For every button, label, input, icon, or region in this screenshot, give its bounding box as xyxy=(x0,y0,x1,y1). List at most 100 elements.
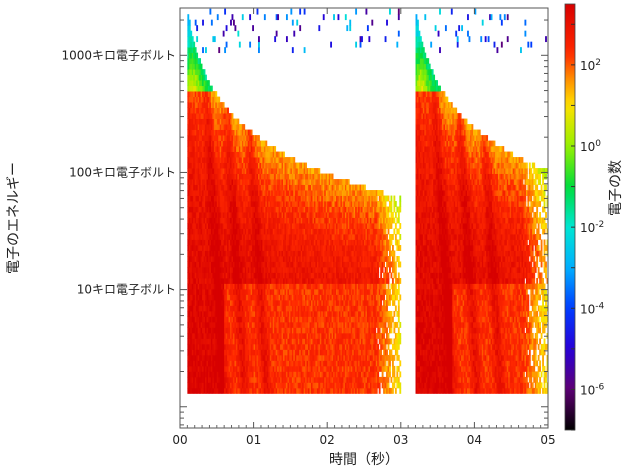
heatmap-cell xyxy=(219,184,222,191)
heatmap-cell xyxy=(259,316,262,323)
heatmap-cell xyxy=(300,250,303,257)
heatmap-cell xyxy=(266,195,269,202)
heatmap-cell xyxy=(331,299,334,306)
heatmap-cell xyxy=(228,261,231,268)
heatmap-cell xyxy=(281,387,284,394)
heatmap-cell xyxy=(241,283,244,290)
heatmap-cell xyxy=(188,124,191,130)
heatmap-cell xyxy=(210,184,213,191)
heatmap-cell xyxy=(221,266,224,273)
heatmap-cell xyxy=(216,184,219,191)
heatmap-cell xyxy=(193,184,196,191)
heatmap-cell xyxy=(207,118,210,125)
heatmap-cell xyxy=(256,256,259,262)
heatmap-cell xyxy=(207,228,210,235)
heatmap-cell xyxy=(241,157,244,163)
heatmap-cell xyxy=(283,376,285,383)
heatmap-cell xyxy=(232,299,235,306)
heatmap-cell xyxy=(190,371,193,378)
heatmap-cell xyxy=(258,151,260,158)
heatmap-cell xyxy=(255,299,257,306)
heatmap-cell xyxy=(327,316,330,323)
heatmap-cell xyxy=(309,299,312,306)
heatmap-cell xyxy=(315,294,318,301)
heatmap-cell xyxy=(247,365,250,372)
heatmap-cell xyxy=(219,173,222,180)
heatmap-cell xyxy=(333,228,335,235)
heatmap-cell xyxy=(285,332,288,339)
heatmap-cell xyxy=(190,41,193,48)
heatmap-cell xyxy=(278,277,281,284)
heatmap-cell xyxy=(206,349,209,356)
heatmap-cell xyxy=(294,387,297,394)
heatmap-cells xyxy=(187,8,549,394)
heatmap-cell xyxy=(271,179,274,185)
heatmap-cell xyxy=(231,310,234,317)
heatmap-cell xyxy=(258,184,260,191)
heatmap-cell xyxy=(288,212,291,218)
heatmap-cell xyxy=(283,190,285,196)
heatmap-cell xyxy=(202,157,204,163)
heatmap-cell xyxy=(324,212,327,218)
heatmap-cell xyxy=(285,261,288,268)
heatmap-cell xyxy=(190,261,193,268)
heatmap-cell xyxy=(290,250,293,257)
heatmap-cell xyxy=(313,212,316,218)
heatmap-cell xyxy=(327,294,330,301)
heatmap-cell xyxy=(336,217,338,224)
heatmap-cell xyxy=(318,201,321,207)
heatmap-cell xyxy=(263,195,266,202)
heatmap-cell xyxy=(207,354,210,361)
heatmap-cell xyxy=(209,288,212,295)
heatmap-cell xyxy=(275,321,278,328)
heatmap-cell xyxy=(293,223,296,229)
heatmap-cell xyxy=(297,288,300,295)
heatmap-cell xyxy=(237,223,240,229)
heatmap-cell xyxy=(228,272,231,279)
heatmap-cell xyxy=(322,299,325,306)
heatmap-cell xyxy=(197,118,200,125)
heatmap-cell xyxy=(287,256,290,262)
heatmap-cell xyxy=(318,365,321,372)
heatmap-cell xyxy=(308,223,310,229)
heatmap-cell xyxy=(288,195,291,202)
heatmap-cell xyxy=(196,294,199,301)
heatmap-cell xyxy=(200,201,203,207)
heatmap-cell xyxy=(327,332,330,339)
heatmap-cell xyxy=(290,8,293,15)
heatmap-cell xyxy=(197,58,200,65)
heatmap-cell xyxy=(218,376,221,383)
heatmap-cell xyxy=(260,272,263,279)
heatmap-cell xyxy=(269,151,272,158)
heatmap-cell xyxy=(200,151,203,158)
heatmap-cell xyxy=(206,277,209,284)
heatmap-cell xyxy=(232,310,235,317)
heatmap-cell xyxy=(293,256,296,262)
heatmap-cell xyxy=(196,85,199,92)
heatmap-cell xyxy=(215,118,218,125)
heatmap-cell xyxy=(216,239,219,246)
heatmap-cell xyxy=(287,321,290,328)
heatmap-cell xyxy=(297,327,300,334)
heatmap-cell xyxy=(206,360,209,367)
heatmap-cell xyxy=(337,272,340,279)
heatmap-cell xyxy=(325,360,328,367)
heatmap-cell xyxy=(302,376,305,383)
heatmap-cell xyxy=(296,294,299,301)
heatmap-cell xyxy=(240,288,243,295)
heatmap-cell xyxy=(318,371,321,378)
heatmap-cell xyxy=(203,135,206,141)
heatmap-cell xyxy=(202,179,204,185)
heatmap-cell xyxy=(244,387,247,394)
heatmap-cell xyxy=(274,223,277,229)
heatmap-cell xyxy=(265,256,268,262)
heatmap-cell xyxy=(255,184,257,191)
heatmap-cell xyxy=(231,371,234,378)
heatmap-cell xyxy=(262,184,265,191)
heatmap-cell xyxy=(296,299,299,306)
heatmap-cell xyxy=(203,277,206,284)
heatmap-cell xyxy=(196,146,199,152)
heatmap-cell xyxy=(187,168,190,174)
heatmap-cell xyxy=(303,382,306,389)
heatmap-cell xyxy=(303,223,306,229)
